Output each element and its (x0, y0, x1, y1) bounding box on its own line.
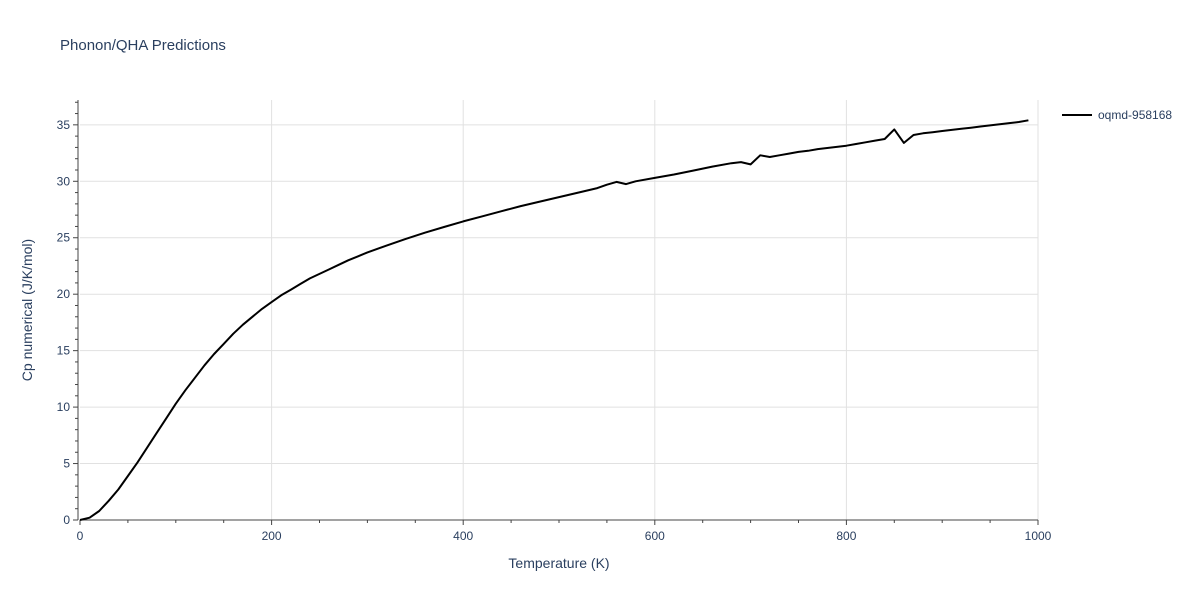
y-tick-label: 30 (57, 174, 71, 188)
y-tick-label: 15 (57, 344, 71, 358)
x-tick-label: 800 (836, 529, 856, 543)
x-tick-label: 400 (453, 529, 473, 543)
y-tick-label: 10 (57, 400, 71, 414)
axes (73, 100, 1039, 525)
y-tick-label: 25 (57, 231, 71, 245)
x-tick-label: 1000 (1025, 529, 1052, 543)
y-tick-label: 0 (63, 513, 70, 527)
x-axis-title: Temperature (K) (508, 555, 609, 571)
legend-label: oqmd-958168 (1098, 108, 1172, 122)
tick-labels: 0 200 400 600 800 1000 0 5 10 15 20 25 30 35 (57, 118, 1052, 543)
y-axis-title: Cp numerical (J/K/mol) (19, 239, 35, 381)
grid-lines (80, 100, 1039, 520)
legend-item[interactable]: oqmd-958168 (1062, 108, 1172, 122)
series-line (79, 119, 1029, 521)
y-tick-label: 35 (57, 118, 71, 132)
x-tick-label: 200 (262, 529, 282, 543)
x-tick-label: 600 (645, 529, 665, 543)
x-tick-label: 0 (77, 529, 84, 543)
chart-title: Phonon/QHA Predictions (60, 37, 226, 54)
plot-area (79, 119, 1029, 521)
y-tick-label: 5 (63, 457, 70, 471)
y-tick-label: 20 (57, 287, 71, 301)
legend[interactable]: oqmd-958168 (1062, 108, 1172, 122)
